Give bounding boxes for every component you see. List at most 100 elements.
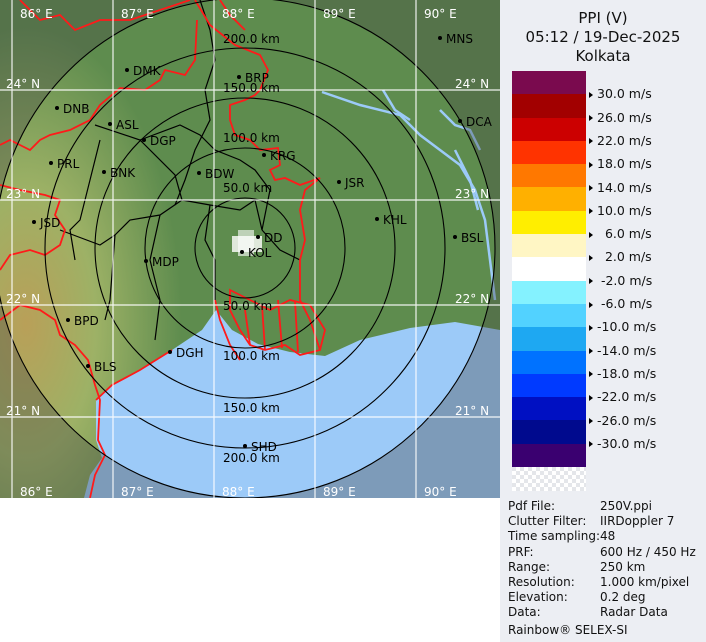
station-mdp: MDP: [144, 255, 179, 269]
station-prl: PRL: [49, 157, 80, 171]
range-ring: [194, 197, 296, 299]
station-dot: [453, 235, 457, 239]
legend-value: 26.0 m/s: [597, 109, 652, 125]
station-label: BLS: [94, 360, 117, 374]
international-borders: [0, 0, 326, 498]
legend-color-band: [512, 234, 586, 258]
legend-color-band: [512, 303, 586, 328]
station-khl: KHL: [375, 213, 407, 227]
station-krg: KRG: [262, 149, 296, 163]
legend-value: 2.0 m/s: [597, 249, 652, 265]
legend-value: 30.0 m/s: [597, 86, 652, 102]
range-label: 100.0 km: [223, 131, 280, 145]
longitude-label: 86° E: [20, 485, 53, 498]
legend-label: -30.0 m/s: [589, 436, 656, 451]
station-label: BSL: [461, 231, 484, 245]
station-dot: [240, 250, 244, 254]
station-label: DGH: [176, 346, 204, 360]
longitude-label: 90° E: [424, 485, 457, 498]
site-name: Kolkata: [575, 47, 631, 65]
legend-tick-icon: [589, 185, 593, 191]
legend-tick-icon: [589, 301, 593, 308]
legend-value: -2.0 m/s: [597, 272, 653, 288]
legend-label: 30.0 m/s: [589, 86, 652, 101]
station-label: MDP: [152, 255, 179, 269]
legend-tick-icon: [589, 324, 593, 331]
legend-color-band: [512, 164, 586, 188]
range-label: 50.0 km: [223, 299, 272, 313]
station-label: PRL: [57, 157, 80, 171]
station-label: JSR: [344, 176, 365, 190]
range-ring: [0, 0, 496, 498]
info-value: Radar Data: [600, 605, 668, 620]
range-label: 200.0 km: [223, 451, 280, 465]
latitude-label: 24° N: [455, 77, 489, 91]
legend-label: 26.0 m/s: [589, 110, 652, 125]
station-dot: [375, 217, 379, 221]
station-mns: MNS: [438, 32, 473, 46]
longitude-label: 86° E: [20, 7, 53, 21]
legend-tick-icon: [589, 161, 593, 168]
lat-lon-grid: [0, 0, 500, 498]
legend-color-band: [512, 420, 586, 444]
legend-value: 10.0 m/s: [597, 202, 652, 218]
longitude-label: 87° E: [121, 7, 154, 21]
station-bdw: BDW: [197, 167, 234, 181]
range-ring: [94, 97, 396, 399]
legend-value: -26.0 m/s: [597, 412, 657, 428]
station-jsd: JSD: [32, 216, 60, 230]
station-dot: [49, 161, 53, 165]
info-value: IIRDoppler 7: [600, 514, 675, 529]
legend-tick-icon: [589, 348, 593, 355]
legend-label: 14.0 m/s: [589, 180, 652, 195]
info-key: Data:: [508, 605, 541, 620]
station-bpd: BPD: [66, 314, 99, 328]
latitude-label: 21° N: [455, 404, 489, 418]
station-markers: MNS DMK BRP DNB ASL DCA DGP KRG PRL BNK BDW JSR KHL J…: [32, 32, 493, 454]
station-bsl: BSL: [453, 231, 484, 245]
station-asl: ASL: [108, 118, 139, 132]
legend-label: -6.0 m/s: [589, 296, 652, 311]
station-brp: BRP: [237, 71, 269, 85]
legend-color-band: [512, 117, 586, 141]
latitude-label: 23° N: [455, 187, 489, 201]
station-label: KRG: [270, 149, 296, 163]
station-dot: [438, 36, 442, 40]
legend-tick-icon: [589, 371, 593, 378]
info-value: 0.2 deg: [600, 590, 646, 605]
station-dot: [256, 235, 260, 239]
station-dot: [55, 106, 59, 110]
station-jsr: JSR: [337, 176, 365, 190]
legend-label: -14.0 m/s: [589, 343, 656, 358]
info-row: Pdf File: 250V.ppi: [508, 499, 696, 514]
station-dot: [243, 444, 247, 448]
station-label: BRP: [245, 71, 269, 85]
legend-color-band: [512, 71, 586, 95]
color-legend: [512, 71, 586, 492]
legend-tick-icon: [589, 115, 593, 122]
legend-color-band: [512, 210, 586, 235]
legend-tick-icon: [589, 208, 593, 215]
station-dot: [32, 220, 36, 224]
station-dca: DCA: [458, 115, 493, 129]
station-label: BNK: [110, 166, 136, 180]
station-dot: [237, 75, 241, 79]
station-label: DCA: [466, 115, 493, 129]
info-value: 250V.ppi: [600, 499, 652, 513]
scan-info: Pdf File: 250V.ppi Clutter Filter: IIRDoppl…: [508, 499, 696, 638]
legend-value: 22.0 m/s: [597, 132, 652, 148]
station-label: MNS: [446, 32, 473, 46]
legend-color-band: [512, 140, 586, 165]
info-panel: PPI (V) 05:12 / 19-Dec-2025 Kolkata 30.0…: [500, 0, 706, 642]
station-label: SHD: [251, 440, 277, 454]
radar-clutter: [232, 230, 262, 256]
station-label: KOL: [248, 246, 272, 260]
product-title: PPI (V): [578, 9, 628, 27]
legend-value: 14.0 m/s: [597, 179, 652, 195]
station-dmk: DMK: [125, 64, 162, 78]
info-value: 250 km: [600, 559, 646, 574]
station-label: BDW: [205, 167, 234, 181]
info-row: Time sampling: 48: [508, 529, 696, 544]
station-shd: SHD: [243, 440, 277, 454]
legend-label: 6.0 m/s: [589, 226, 652, 241]
